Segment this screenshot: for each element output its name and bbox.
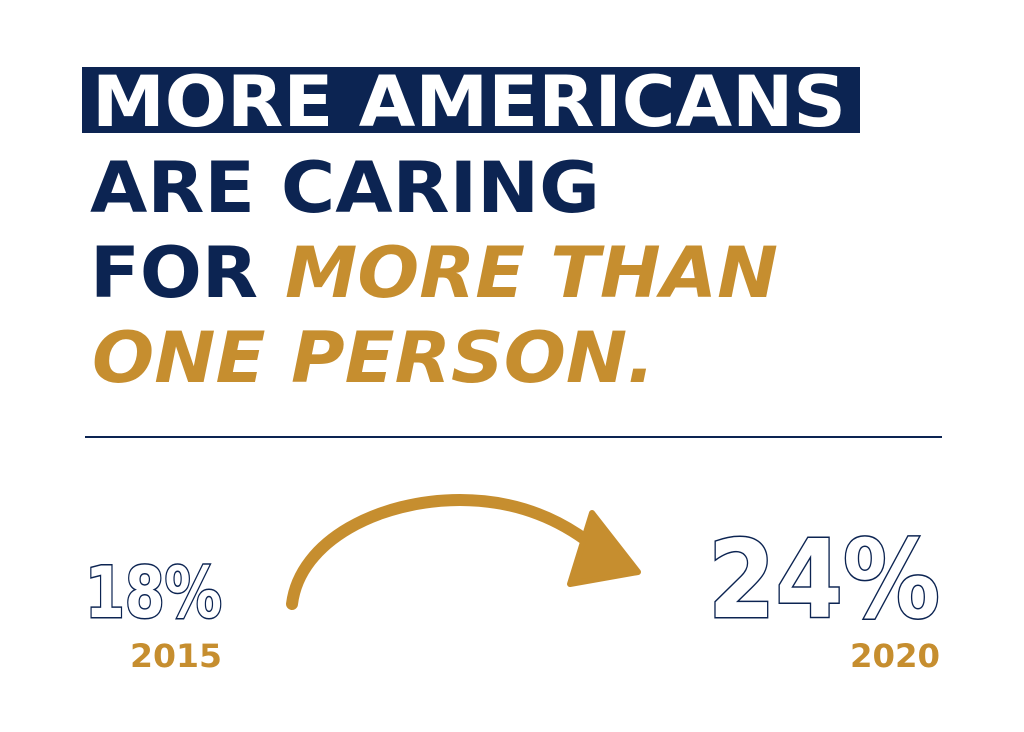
stat-value: 24% [708, 518, 940, 643]
stat-year: 2015 [130, 637, 222, 675]
headline-emphasis: ONE PERSON. [92, 317, 655, 399]
headline-emphasis: MORE THAN [285, 232, 778, 314]
arrow-head [567, 510, 641, 587]
stat-value: 18% [85, 552, 222, 634]
stat-year: 2020 [850, 637, 940, 675]
arrow [286, 493, 621, 610]
headline-line: FOR [90, 232, 258, 314]
headline-line: MORE AMERICANS [92, 61, 846, 143]
headline-highlight-box [82, 67, 860, 133]
headline-line: ARE CARING [90, 147, 600, 229]
